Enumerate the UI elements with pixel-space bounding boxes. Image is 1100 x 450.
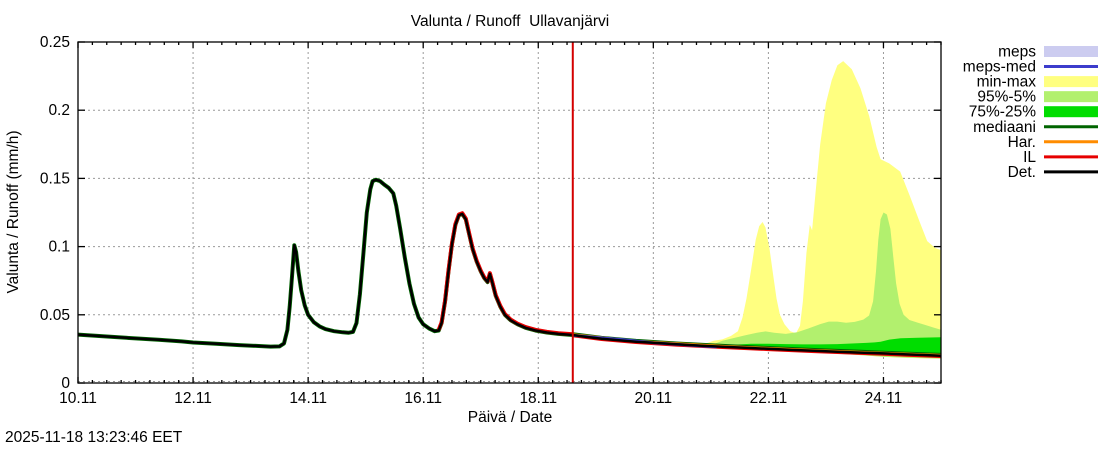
y-tick-label: 0.2 bbox=[48, 102, 70, 119]
y-tick-label: 0.1 bbox=[48, 239, 70, 256]
legend-label: 95%-5% bbox=[977, 89, 1036, 106]
series-mediaani-history bbox=[77, 177, 573, 349]
legend-label: Det. bbox=[1008, 164, 1036, 181]
legend-label: meps-med bbox=[963, 59, 1036, 76]
generation-timestamp: 2025-11-18 13:23:46 EET bbox=[5, 429, 183, 446]
legend-item-min-max: min-max bbox=[977, 74, 1098, 91]
legend-label: mediaani bbox=[973, 119, 1036, 136]
series-det bbox=[77, 178, 942, 357]
legend-label: 75%-25% bbox=[969, 104, 1036, 121]
x-tick-label: 16.11 bbox=[404, 390, 442, 407]
legend-item-il: IL bbox=[1023, 149, 1098, 166]
legend-label: min-max bbox=[977, 74, 1037, 91]
x-tick-label: 24.11 bbox=[865, 390, 903, 407]
y-tick-label: 0.05 bbox=[40, 307, 70, 324]
x-axis-label: Päivä / Date bbox=[468, 409, 552, 426]
legend-item-95-5-: 95%-5% bbox=[977, 89, 1098, 106]
legend-label: IL bbox=[1023, 149, 1036, 166]
chart-title: Valunta / Runoff Ullavanjärvi bbox=[411, 13, 609, 30]
axes bbox=[77, 41, 942, 384]
y-axis-label: Valunta / Runoff (mm/h) bbox=[5, 130, 22, 293]
legend-swatch bbox=[1044, 91, 1098, 103]
legend-swatch bbox=[1044, 46, 1098, 57]
x-tick-label: 18.11 bbox=[519, 390, 557, 407]
legend-swatch bbox=[1044, 106, 1098, 118]
legend-label: meps bbox=[998, 44, 1036, 61]
legend-item-meps-med: meps-med bbox=[963, 59, 1098, 76]
tick-labels: 10.11 12.11 14.11 16.11 18.11 20.11 22.11 24.11… bbox=[40, 34, 902, 407]
x-tick-label: 20.11 bbox=[635, 390, 673, 407]
band-min-max bbox=[699, 61, 941, 359]
y-tick-label: 0.25 bbox=[40, 34, 70, 51]
legend-item-mediaani: mediaani bbox=[973, 119, 1098, 136]
x-tick-label: 22.11 bbox=[750, 390, 788, 407]
x-tick-label: 10.11 bbox=[59, 390, 97, 407]
y-tick-label: 0.15 bbox=[40, 170, 70, 187]
y-tick-label: 0 bbox=[61, 375, 70, 392]
x-tick-label: 14.11 bbox=[289, 390, 327, 407]
legend-item-det-: Det. bbox=[1008, 164, 1098, 181]
plot-area: 10.11 12.11 14.11 16.11 18.11 20.11 22.11 24.11… bbox=[40, 34, 942, 407]
band-95%-5% bbox=[713, 212, 941, 359]
legend-swatch bbox=[1044, 76, 1098, 88]
legend-item-75-25-: 75%-25% bbox=[969, 104, 1098, 121]
legend-item-meps: meps bbox=[998, 44, 1098, 61]
x-tick-label: 12.11 bbox=[174, 390, 212, 407]
legend-label: Har. bbox=[1008, 134, 1036, 151]
legend-item-har-: Har. bbox=[1008, 134, 1098, 151]
legend: mepsmeps-medmin-max95%-5%75%-25%mediaani… bbox=[963, 44, 1098, 181]
